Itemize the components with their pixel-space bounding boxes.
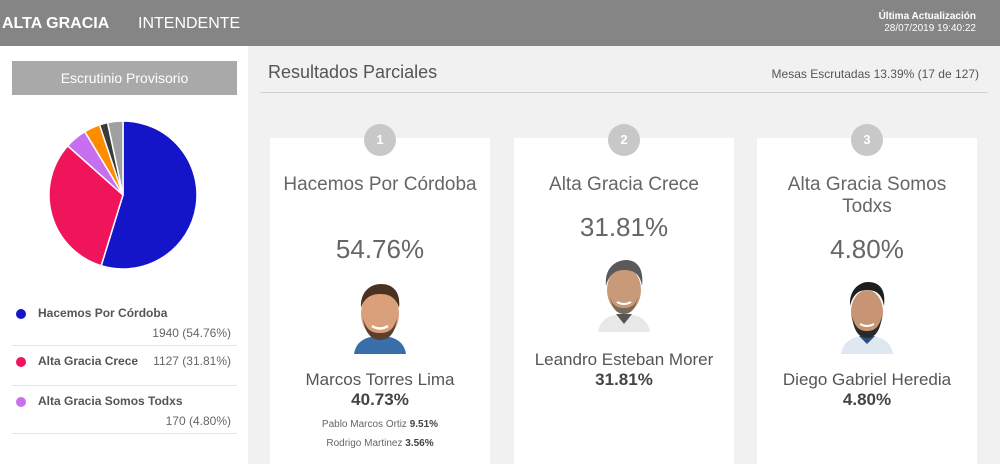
- legend-votes: 1127 (31.81%): [153, 354, 231, 368]
- legend: Hacemos Por Córdoba 1940 (54.76%) Alta G…: [12, 298, 237, 434]
- party-name: Hacemos Por Córdoba: [283, 174, 477, 195]
- last-update: Última Actualización 28/07/2019 19:40:22: [879, 11, 976, 35]
- result-card: Alta Gracia Crece 31.81% Leandro Esteban…: [514, 138, 734, 464]
- candidate-name: Marcos Torres Lima 40.73%: [280, 370, 480, 410]
- legend-dot: [16, 309, 26, 319]
- pie-slice[interactable]: [48, 144, 124, 267]
- page-title: Resultados Parciales: [268, 62, 438, 82]
- rank-badge: 1: [364, 124, 396, 156]
- party-percentage: 54.76%: [335, 234, 425, 264]
- city-title: ALTA GRACIA: [2, 15, 110, 32]
- candidate-name: Leandro Esteban Morer 31.81%: [524, 350, 724, 390]
- legend-item: Hacemos Por Córdoba 1940 (54.76%): [12, 298, 237, 346]
- mesas-escrutadas: Mesas Escrutadas 13.39% (17 de 127): [771, 67, 979, 81]
- party-percentage: 31.81%: [579, 212, 669, 242]
- candidate-photo: [598, 260, 650, 332]
- pie-slice[interactable]: [106, 120, 124, 196]
- legend-dot: [16, 357, 26, 367]
- sub-candidate-name: Pablo Marcos Ortiz: [321, 419, 407, 430]
- sub-candidate-percentage: 9.51%: [409, 419, 439, 430]
- result-card: Alta Gracia Somos Todxs 4.80% Diego Gabr…: [757, 138, 977, 464]
- rank-badge: 2: [608, 124, 640, 156]
- result-card: Hacemos Por Córdoba 54.76% Marcos Torres…: [270, 138, 490, 464]
- candidate-name-text: Marcos Torres Lima: [305, 370, 455, 389]
- rank-badge: 3: [851, 124, 883, 156]
- sub-candidate-percentage: 3.56%: [405, 438, 434, 449]
- last-update-label: Última Actualización: [878, 11, 976, 22]
- legend-name: Alta Gracia Somos Todxs: [38, 394, 183, 408]
- candidate-photo: [354, 284, 406, 354]
- candidate-name-text: Diego Gabriel Heredia: [782, 370, 952, 389]
- sidebar-title: Escrutinio Provisorio: [12, 61, 237, 95]
- top-bar: ALTA GRACIA INTENDENTE Última Actualizac…: [0, 0, 1000, 46]
- candidate-photo: [841, 282, 893, 354]
- legend-votes: 170 (4.80%): [165, 414, 231, 428]
- legend-name: Hacemos Por Córdoba: [38, 306, 168, 320]
- party-percentage: 4.80%: [830, 234, 904, 264]
- legend-name: Alta Gracia Crece: [38, 354, 139, 368]
- divider: [260, 92, 988, 93]
- legend-item: Alta Gracia Somos Todxs 170 (4.80%): [12, 386, 237, 434]
- candidate-percentage: 40.73%: [351, 390, 409, 409]
- last-update-time: 28/07/2019 19:40:22: [884, 23, 976, 34]
- candidate-name-text: Leandro Esteban Morer: [534, 350, 714, 369]
- pie-slice[interactable]: [100, 120, 198, 270]
- party-name: Alta Gracia Crece: [549, 174, 699, 195]
- office-tab[interactable]: INTENDENTE: [138, 15, 241, 32]
- party-name: Alta Gracia Somos Todxs: [787, 174, 947, 217]
- sub-candidate: Pablo Marcos Ortiz 9.51%: [270, 419, 490, 430]
- sidebar: Escrutinio Provisorio Hacemos Por Córdob…: [0, 46, 248, 464]
- legend-votes: 1940 (54.76%): [152, 326, 231, 340]
- candidate-name: Diego Gabriel Heredia 4.80%: [767, 370, 967, 410]
- sub-candidate-name: Rodrigo Martinez: [326, 438, 403, 449]
- legend-item: Alta Gracia Crece 1127 (31.81%): [12, 346, 237, 386]
- results-pie-chart: [48, 120, 198, 270]
- legend-dot: [16, 397, 26, 407]
- candidate-percentage: 4.80%: [842, 390, 892, 409]
- candidate-percentage: 31.81%: [595, 370, 653, 389]
- sub-candidate: Rodrigo Martinez 3.56%: [270, 438, 490, 449]
